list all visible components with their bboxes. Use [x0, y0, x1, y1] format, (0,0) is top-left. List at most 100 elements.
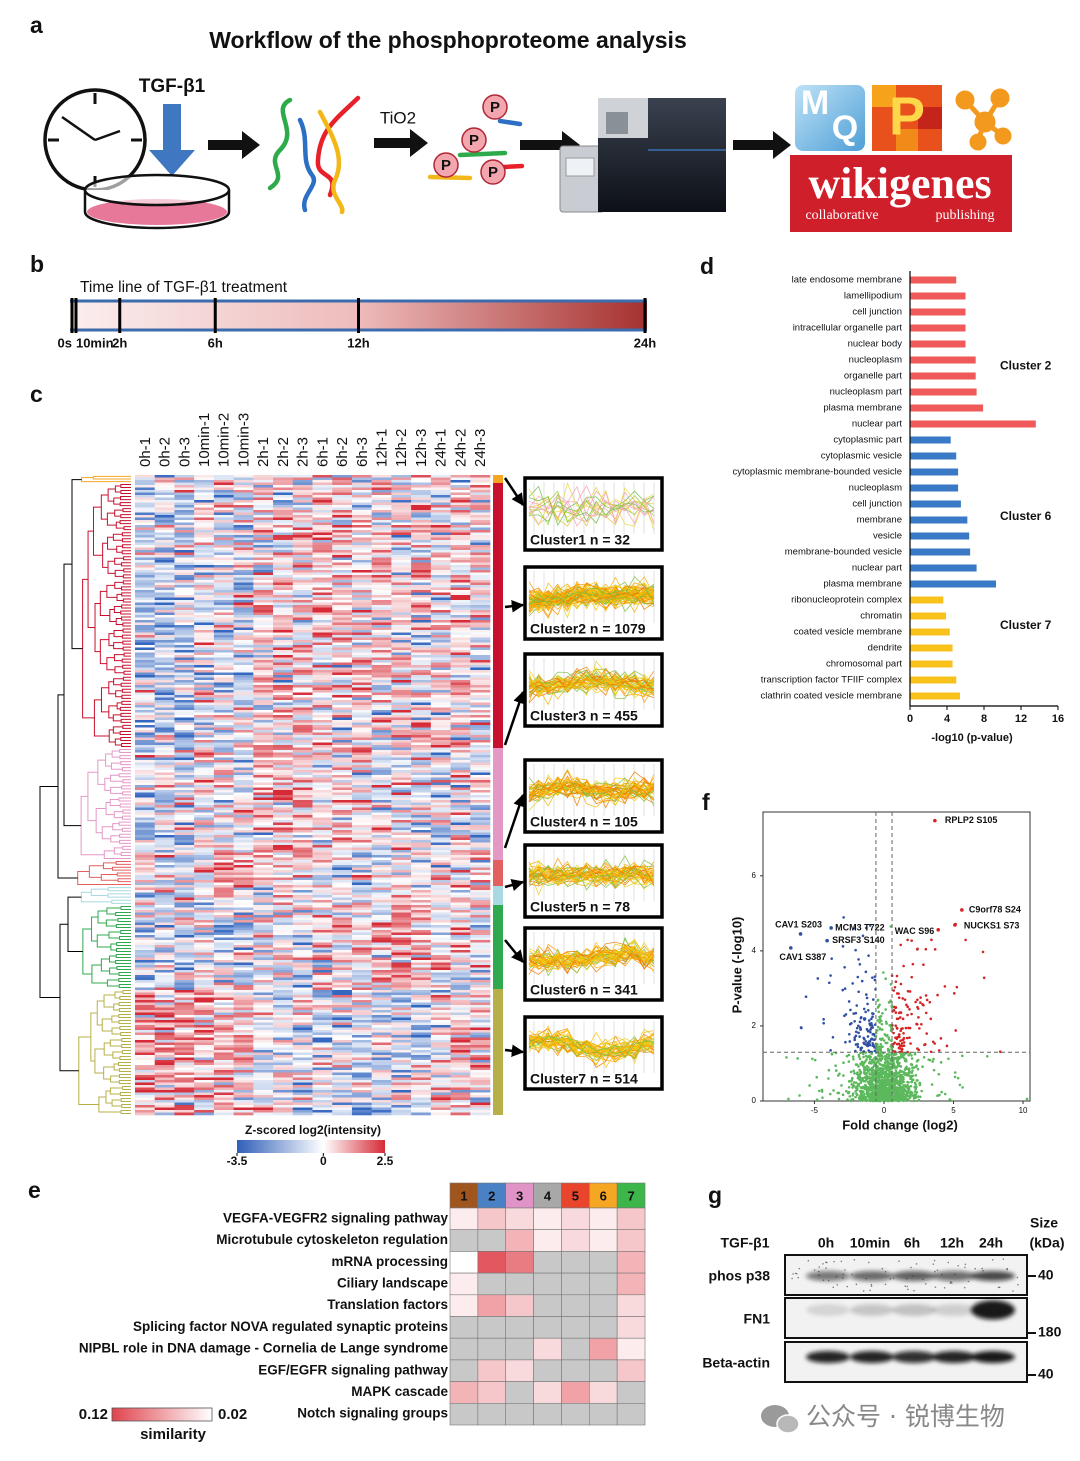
heatmap-cell	[273, 930, 294, 933]
heatmap-cell	[470, 797, 491, 801]
heatmap-cell	[174, 595, 195, 598]
heatmap-cell	[470, 742, 491, 746]
heatmap-cell	[174, 1062, 195, 1066]
heatmap-cell	[273, 1067, 294, 1071]
heatmap-cell	[273, 695, 294, 698]
heatmap-cell	[174, 925, 195, 928]
heatmap-cell	[135, 980, 156, 983]
heatmap-cell	[450, 870, 471, 873]
dendrogram-branch	[112, 1051, 123, 1059]
heatmap-cell	[391, 535, 412, 538]
heatmap-cell	[292, 765, 313, 768]
heatmap-cell	[135, 700, 156, 703]
heatmap-cell	[332, 940, 353, 943]
heatmap-cell	[312, 762, 333, 766]
heatmap-cell	[292, 845, 313, 848]
heatmap-cell	[135, 755, 156, 758]
heatmap-cell	[292, 555, 313, 558]
heatmap-cell	[154, 680, 175, 683]
heatmap-cell	[194, 1070, 215, 1073]
dish-medium	[87, 199, 227, 225]
heatmap-cell	[351, 1042, 372, 1046]
heatmap-cell	[411, 497, 432, 501]
heatmap-cell	[332, 1005, 353, 1008]
dendrogram-branch	[121, 538, 131, 543]
heatmap-cell	[135, 665, 156, 668]
heatmap-cell	[135, 500, 156, 503]
heatmap-cell	[233, 970, 254, 973]
heatmap-cell	[430, 762, 451, 766]
heatmap-cell	[253, 635, 274, 638]
heatmap-cell	[332, 610, 353, 613]
heatmap-cell	[174, 1102, 195, 1106]
dendrogram-branch	[109, 1039, 122, 1047]
heatmap-cell	[332, 830, 353, 833]
heatmap-cell	[135, 562, 156, 566]
heatmap-cell	[351, 727, 372, 731]
heatmap-cell	[154, 982, 175, 986]
heatmap-cell	[391, 550, 412, 553]
heatmap-cell	[470, 1005, 491, 1008]
heatmap-cell	[174, 655, 195, 658]
heatmap-cell	[391, 515, 412, 518]
heatmap-cell	[135, 892, 156, 896]
heatmap-cell	[154, 800, 175, 803]
heatmap-cell	[371, 992, 392, 996]
heatmap-cell	[411, 737, 432, 741]
heatmap-cell	[411, 697, 432, 701]
heatmap-cell	[292, 1082, 313, 1086]
heatmap-cell	[273, 795, 294, 798]
heatmap-cell	[411, 805, 432, 808]
heatmap-cell	[371, 825, 392, 828]
heatmap-cell	[450, 982, 471, 986]
heatmap-cell	[213, 942, 234, 946]
heatmap-cell	[292, 695, 313, 698]
heatmap-cell	[391, 912, 412, 916]
heatmap-cell	[470, 665, 491, 668]
heatmap-cell	[253, 965, 274, 968]
heatmap-cell	[273, 1005, 294, 1008]
enrichment-label: TiO2	[380, 108, 416, 127]
heatmap-cell	[213, 872, 234, 876]
heatmap-cell	[312, 702, 333, 706]
heatmap-cell	[135, 872, 156, 876]
heatmap-cell	[450, 487, 471, 491]
heatmap-cell	[174, 1045, 195, 1048]
heatmap-cell	[470, 1070, 491, 1073]
heatmap-cell	[470, 930, 491, 933]
dendrogram-branch	[123, 652, 131, 657]
heatmap-cell	[154, 1070, 175, 1073]
heatmap-cell	[253, 577, 274, 581]
heatmap-cell	[292, 592, 313, 596]
heatmap-cell	[391, 917, 412, 921]
heatmap-cell	[411, 1030, 432, 1033]
heatmap-cell	[154, 625, 175, 628]
heatmap-cell	[430, 792, 451, 796]
heatmap-cell	[391, 605, 412, 608]
heatmap-cell	[154, 522, 175, 526]
heatmap-cell	[292, 862, 313, 866]
heatmap-cell	[450, 672, 471, 676]
heatmap-cell	[253, 982, 274, 986]
heatmap-cell	[213, 632, 234, 636]
heatmap-cell	[332, 1082, 353, 1086]
heatmap-cell	[174, 955, 195, 958]
heatmap-cell	[332, 752, 353, 756]
heatmap-cell	[351, 1060, 372, 1063]
heatmap-cell	[135, 670, 156, 673]
heatmap-cell	[154, 1090, 175, 1093]
heatmap-cell	[391, 627, 412, 631]
dendrogram-branch	[115, 690, 123, 698]
heatmap-cell	[391, 880, 412, 883]
dendrogram-branch	[119, 833, 131, 838]
heatmap-cell	[332, 660, 353, 663]
dendrogram-branch	[115, 924, 131, 928]
heatmap-cell	[253, 1017, 274, 1021]
heatmap-cell	[430, 630, 451, 633]
heatmap-cell	[273, 575, 294, 578]
heatmap-cell	[213, 800, 234, 803]
heatmap-cell	[213, 787, 234, 791]
heatmap-cell	[154, 550, 175, 553]
heatmap-cell	[450, 890, 471, 893]
heatmap-cell	[213, 547, 234, 551]
